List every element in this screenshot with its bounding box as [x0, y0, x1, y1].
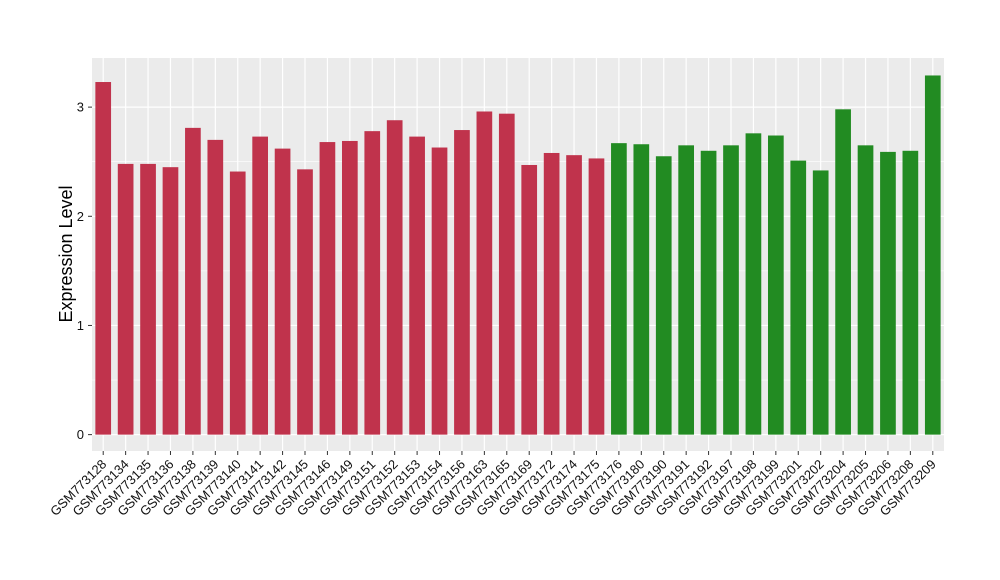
bar-GSM773199: [767, 135, 784, 435]
bar-GSM773202: [812, 170, 829, 435]
bar-GSM773165: [498, 113, 515, 435]
bar-GSM773138: [185, 127, 201, 435]
bar-GSM773154: [431, 147, 448, 435]
y-tick-label: 3: [77, 100, 84, 115]
y-tick-label: 1: [77, 318, 84, 333]
bar-GSM773146: [319, 142, 336, 435]
bar-GSM773142: [274, 148, 291, 435]
bar-GSM773174: [566, 155, 582, 435]
bar-GSM773152: [386, 120, 403, 435]
bar-GSM773135: [140, 163, 156, 435]
bar-GSM773180: [633, 144, 650, 435]
bar-GSM773190: [655, 156, 672, 435]
bar-GSM773209: [924, 75, 941, 435]
bar-GSM773136: [162, 167, 179, 435]
bar-GSM773197: [723, 145, 739, 435]
bar-GSM773153: [409, 136, 425, 435]
bar-GSM773141: [252, 136, 269, 435]
y-tick-label: 0: [77, 427, 84, 442]
bar-GSM773140: [229, 171, 246, 435]
bar-GSM773205: [857, 145, 874, 435]
x-axis: GSM773128GSM773134GSM773135GSM773136GSM7…: [47, 451, 939, 519]
bar-GSM773191: [678, 145, 695, 435]
bar-GSM773134: [117, 163, 134, 435]
bar-GSM773206: [880, 151, 896, 435]
bar-GSM773156: [454, 130, 470, 435]
bar-GSM773151: [364, 131, 381, 435]
y-axis-title: Expression Level: [56, 185, 76, 322]
bar-GSM773128: [95, 82, 112, 435]
bar-GSM773139: [207, 139, 224, 435]
bar-GSM773149: [341, 140, 358, 435]
bars: [95, 75, 941, 435]
bar-GSM773208: [902, 150, 919, 435]
y-axis: 0 1 2 3: [77, 100, 92, 442]
bar-GSM773145: [297, 169, 313, 435]
bar-GSM773163: [476, 111, 493, 435]
bar-GSM773172: [543, 152, 560, 435]
bar-GSM773175: [588, 158, 605, 435]
bar-GSM773176: [611, 143, 627, 435]
bar-GSM773204: [835, 109, 851, 435]
bar-GSM773169: [521, 164, 538, 435]
bar-GSM773192: [700, 150, 717, 435]
bar-GSM773198: [745, 133, 762, 435]
y-tick-label: 2: [77, 209, 84, 224]
bar-GSM773201: [790, 160, 807, 435]
